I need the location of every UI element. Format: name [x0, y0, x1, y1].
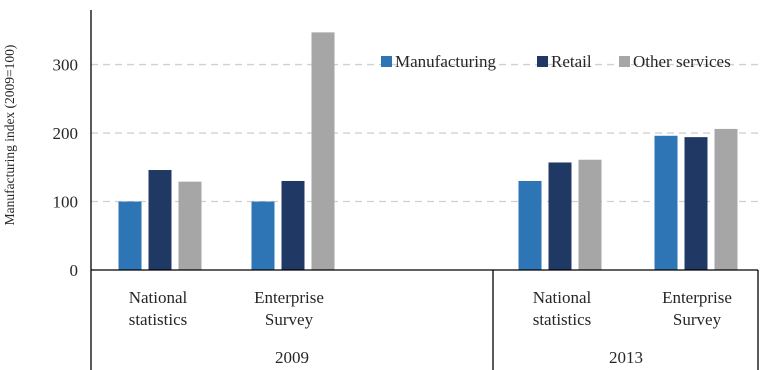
bar-retail: [548, 162, 572, 270]
legend: Manufacturing Retail Other services: [381, 52, 731, 71]
bar-retail: [148, 170, 172, 270]
y-tick-label: 300: [53, 56, 79, 75]
bar-retail: [281, 180, 305, 270]
bar-other-services: [311, 32, 335, 270]
bar-manufacturing: [518, 180, 542, 270]
legend-label: Manufacturing: [395, 52, 497, 71]
category-label: Enterprise Survey: [254, 288, 324, 329]
bars: [118, 32, 738, 270]
y-tick-label: 0: [70, 261, 79, 280]
axes: [90, 10, 759, 370]
bar-other-services: [578, 159, 602, 270]
bar-other-services: [714, 128, 738, 270]
bar-manufacturing: [118, 201, 142, 270]
category-labels: National statistics Enterprise Survey 2009 Na…: [129, 288, 732, 367]
bar-other-services: [178, 181, 202, 270]
category-label: National statistics: [129, 288, 188, 329]
legend-swatch: [381, 56, 392, 67]
y-tick-labels: 0 100 200 300: [53, 56, 79, 280]
y-axis-label: Manufacturing index (2009=100): [2, 45, 17, 226]
bar-manufacturing: [654, 135, 678, 270]
bar-manufacturing: [251, 201, 275, 270]
legend-swatch: [619, 56, 630, 67]
year-label: 2013: [609, 348, 643, 367]
category-label: Enterprise Survey: [662, 288, 732, 329]
legend-label: Other services: [633, 52, 731, 71]
category-label: National statistics: [533, 288, 592, 329]
legend-label: Retail: [551, 52, 592, 71]
y-tick-label: 200: [53, 124, 79, 143]
bar-retail: [684, 137, 708, 270]
legend-swatch: [537, 56, 548, 67]
y-tick-label: 100: [53, 193, 79, 212]
grid: [91, 63, 758, 203]
year-label: 2009: [275, 348, 309, 367]
